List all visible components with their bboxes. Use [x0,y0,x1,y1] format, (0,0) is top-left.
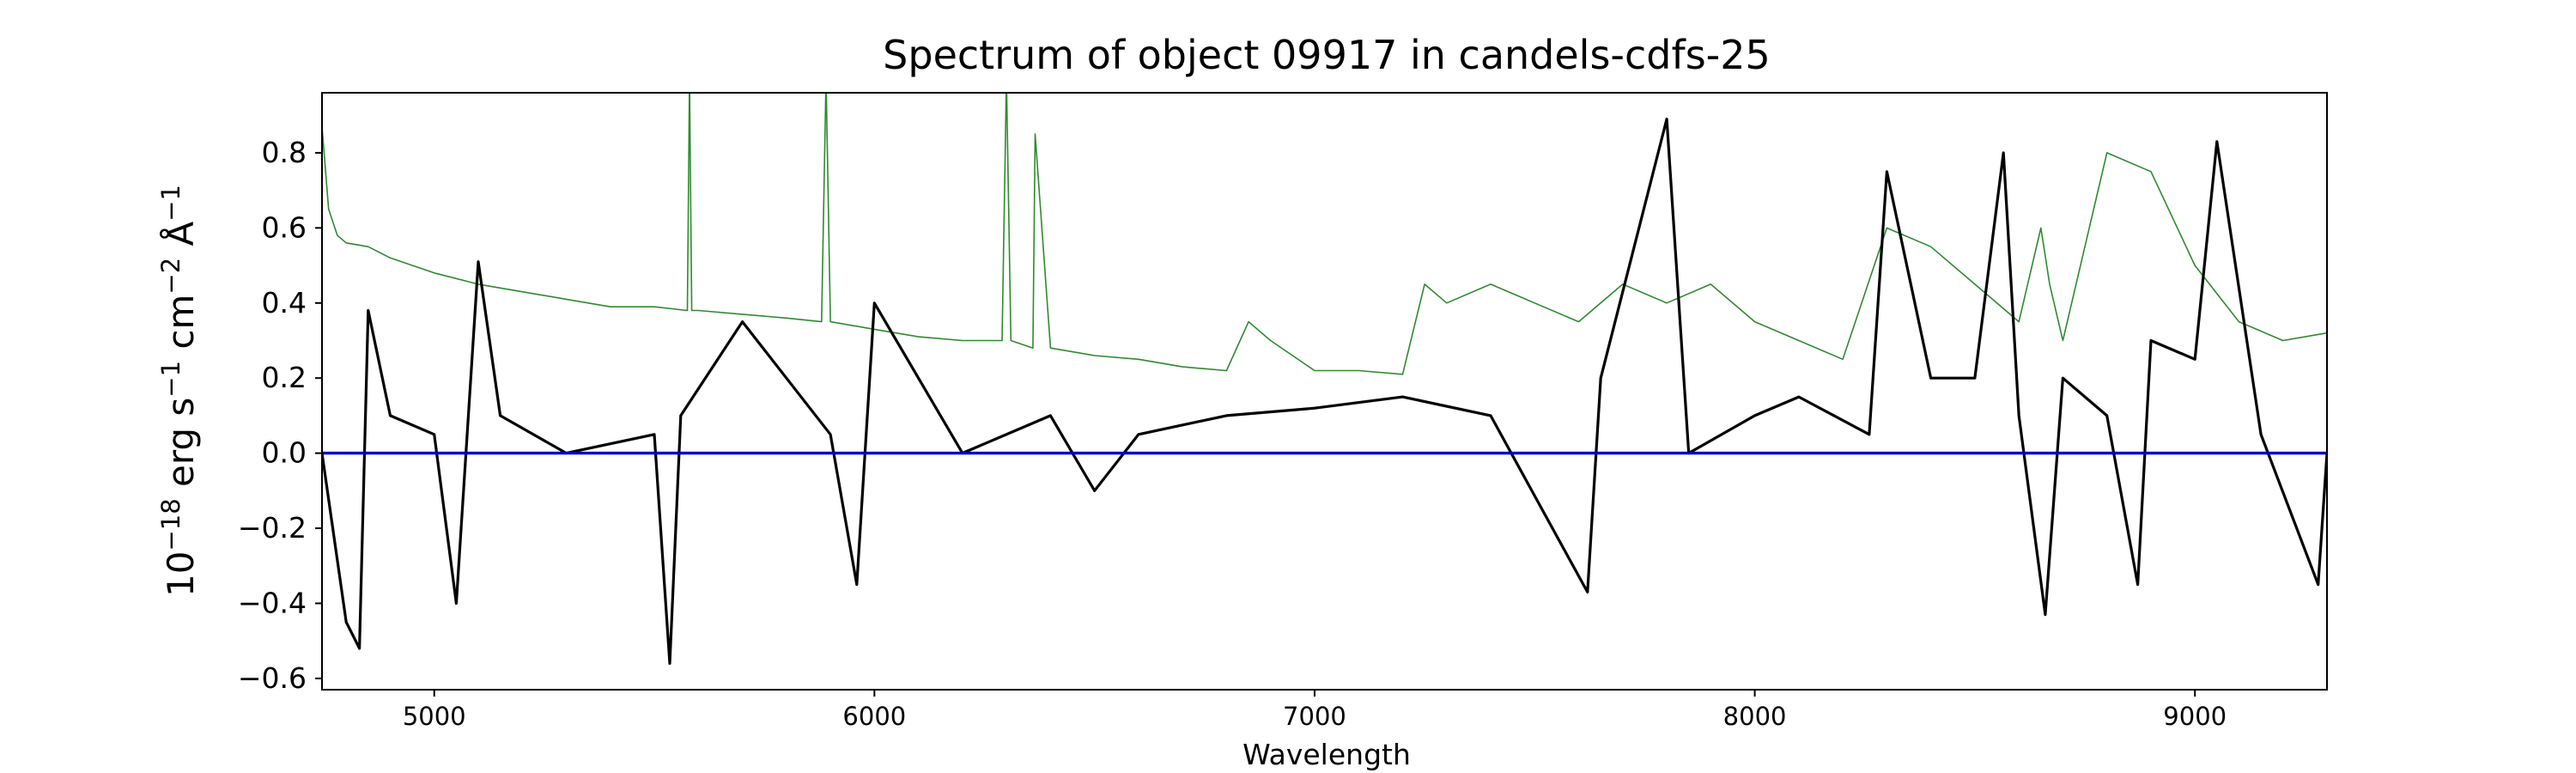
x-tick-label: 8000 [1723,702,1787,731]
x-axis-label: Wavelength [1242,738,1411,771]
series-error-line [322,93,2327,375]
x-tick-label: 7000 [1283,702,1346,731]
plot-frame [321,92,2328,691]
y-axis-unit-angstrom-exp: −1 [156,185,185,222]
chart-title: Spectrum of object 09917 in candels-cdfs… [883,32,1771,78]
y-tick-label: 0.0 [262,436,307,470]
y-axis-unit-cm: cm [160,295,202,350]
y-tick-label: −0.6 [238,661,307,695]
y-axis-unit-angstrom: Å [159,221,202,246]
y-axis-unit-erg-exp: −1 [156,361,185,398]
y-axis-label: 10−18 erg s−1 cm−2 Å−1 [156,185,202,597]
y-tick-label: 0.4 [262,286,307,320]
x-tick-label: 6000 [842,702,906,731]
y-axis-label-units [160,487,202,498]
series-flux-line [322,118,2327,666]
y-axis-unit-erg: erg s [160,398,202,487]
y-tick-label: −0.2 [238,511,307,545]
y-tick-label: 0.6 [262,210,307,244]
x-tick-label: 9000 [2163,702,2227,731]
y-tick-label: 0.8 [262,136,307,169]
y-axis-label-base: 10 [160,551,202,597]
y-tick-label: −0.4 [238,586,307,619]
y-tick-label: 0.2 [262,361,307,394]
y-axis-unit-cm-exp: −2 [156,258,185,295]
x-tick-label: 5000 [403,702,466,731]
y-axis-label-exponent: −18 [156,498,185,551]
